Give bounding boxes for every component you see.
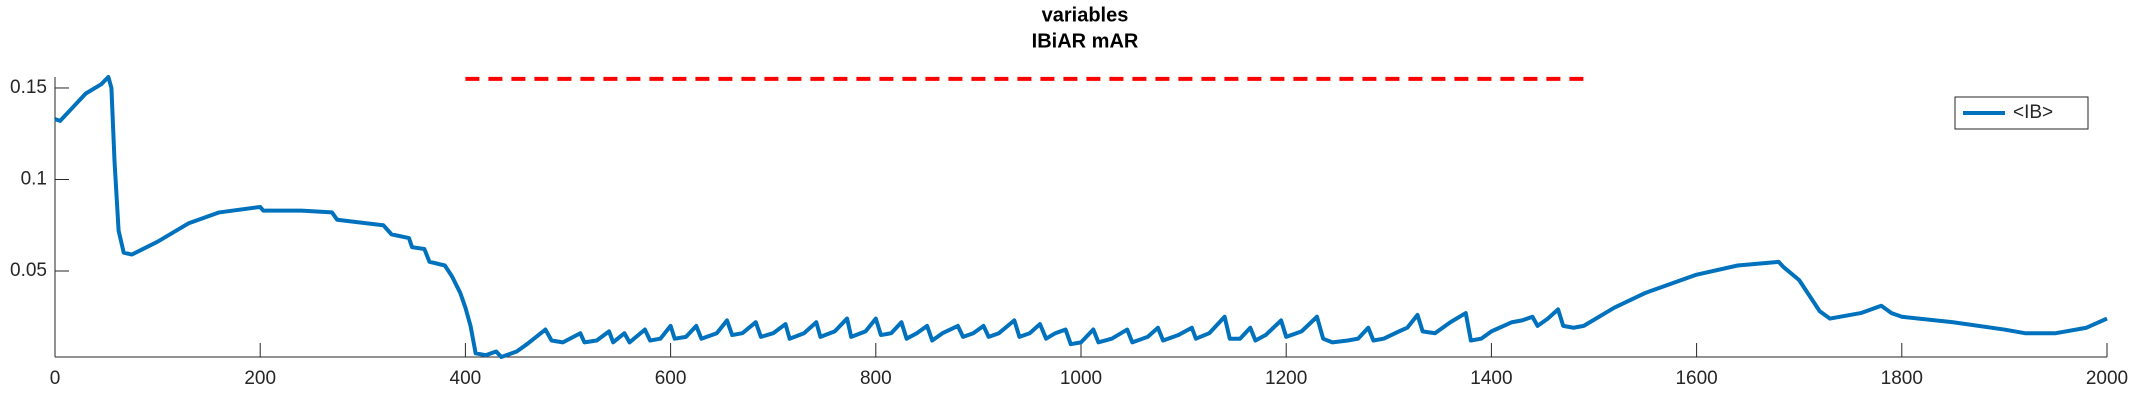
x-tick-label: 0 bbox=[50, 368, 61, 389]
y-tick-label: 0.1 bbox=[21, 168, 47, 189]
x-tick-label: 1200 bbox=[1265, 368, 1307, 389]
x-tick-label: 600 bbox=[655, 368, 687, 389]
x-tick-label: 1600 bbox=[1675, 368, 1717, 389]
legend-label: <IB> bbox=[2013, 102, 2053, 123]
y-tick-label: 0.15 bbox=[10, 77, 47, 98]
chart-title: variables bbox=[1042, 4, 1129, 26]
x-tick-label: 1000 bbox=[1060, 368, 1102, 389]
x-tick-label: 800 bbox=[860, 368, 892, 389]
x-tick-label: 400 bbox=[450, 368, 482, 389]
x-tick-label: 1800 bbox=[1881, 368, 1923, 389]
data-line bbox=[54, 75, 2108, 359]
x-tick-label: 1400 bbox=[1470, 368, 1512, 389]
x-tick-label: 200 bbox=[244, 368, 276, 389]
y-tick-label: 0.05 bbox=[10, 260, 47, 281]
chart-subtitle: IBiAR mAR bbox=[1032, 30, 1139, 52]
x-tick-label: 2000 bbox=[2086, 368, 2128, 389]
